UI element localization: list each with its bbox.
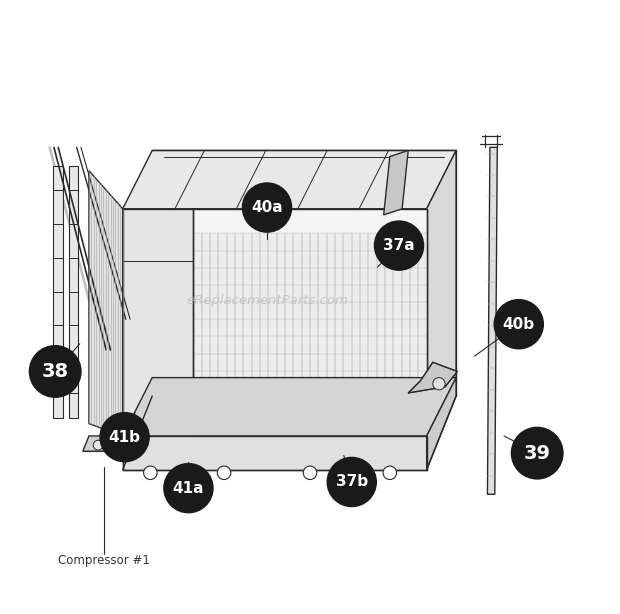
Circle shape xyxy=(100,413,149,462)
Polygon shape xyxy=(123,378,456,436)
Circle shape xyxy=(383,466,397,480)
Circle shape xyxy=(164,464,213,513)
Text: 41b: 41b xyxy=(108,430,141,445)
Circle shape xyxy=(93,440,103,450)
Text: 39: 39 xyxy=(524,444,551,462)
Circle shape xyxy=(303,466,317,480)
Polygon shape xyxy=(408,362,458,393)
Polygon shape xyxy=(123,209,427,436)
Circle shape xyxy=(327,457,376,507)
Text: 37a: 37a xyxy=(383,238,415,253)
Circle shape xyxy=(29,346,81,397)
Circle shape xyxy=(144,466,157,480)
Polygon shape xyxy=(123,378,456,436)
Text: 41a: 41a xyxy=(173,481,204,495)
Text: 37b: 37b xyxy=(335,475,368,489)
Polygon shape xyxy=(427,378,456,470)
Polygon shape xyxy=(69,166,78,418)
Circle shape xyxy=(242,183,291,232)
Circle shape xyxy=(494,300,543,349)
Circle shape xyxy=(433,378,445,390)
Text: Compressor #1: Compressor #1 xyxy=(58,554,150,567)
Polygon shape xyxy=(123,150,456,209)
Circle shape xyxy=(512,427,563,479)
Polygon shape xyxy=(89,171,123,436)
Polygon shape xyxy=(83,436,117,451)
Polygon shape xyxy=(384,150,408,215)
Polygon shape xyxy=(53,166,63,418)
Polygon shape xyxy=(123,209,193,436)
Circle shape xyxy=(374,221,423,270)
Text: 40b: 40b xyxy=(503,317,535,332)
Polygon shape xyxy=(427,150,456,436)
Text: 40a: 40a xyxy=(251,200,283,215)
Text: 38: 38 xyxy=(42,362,69,381)
Polygon shape xyxy=(193,233,427,405)
Circle shape xyxy=(217,466,231,480)
Text: eReplacementParts.com: eReplacementParts.com xyxy=(186,294,348,308)
Polygon shape xyxy=(123,436,427,470)
Polygon shape xyxy=(487,147,497,494)
